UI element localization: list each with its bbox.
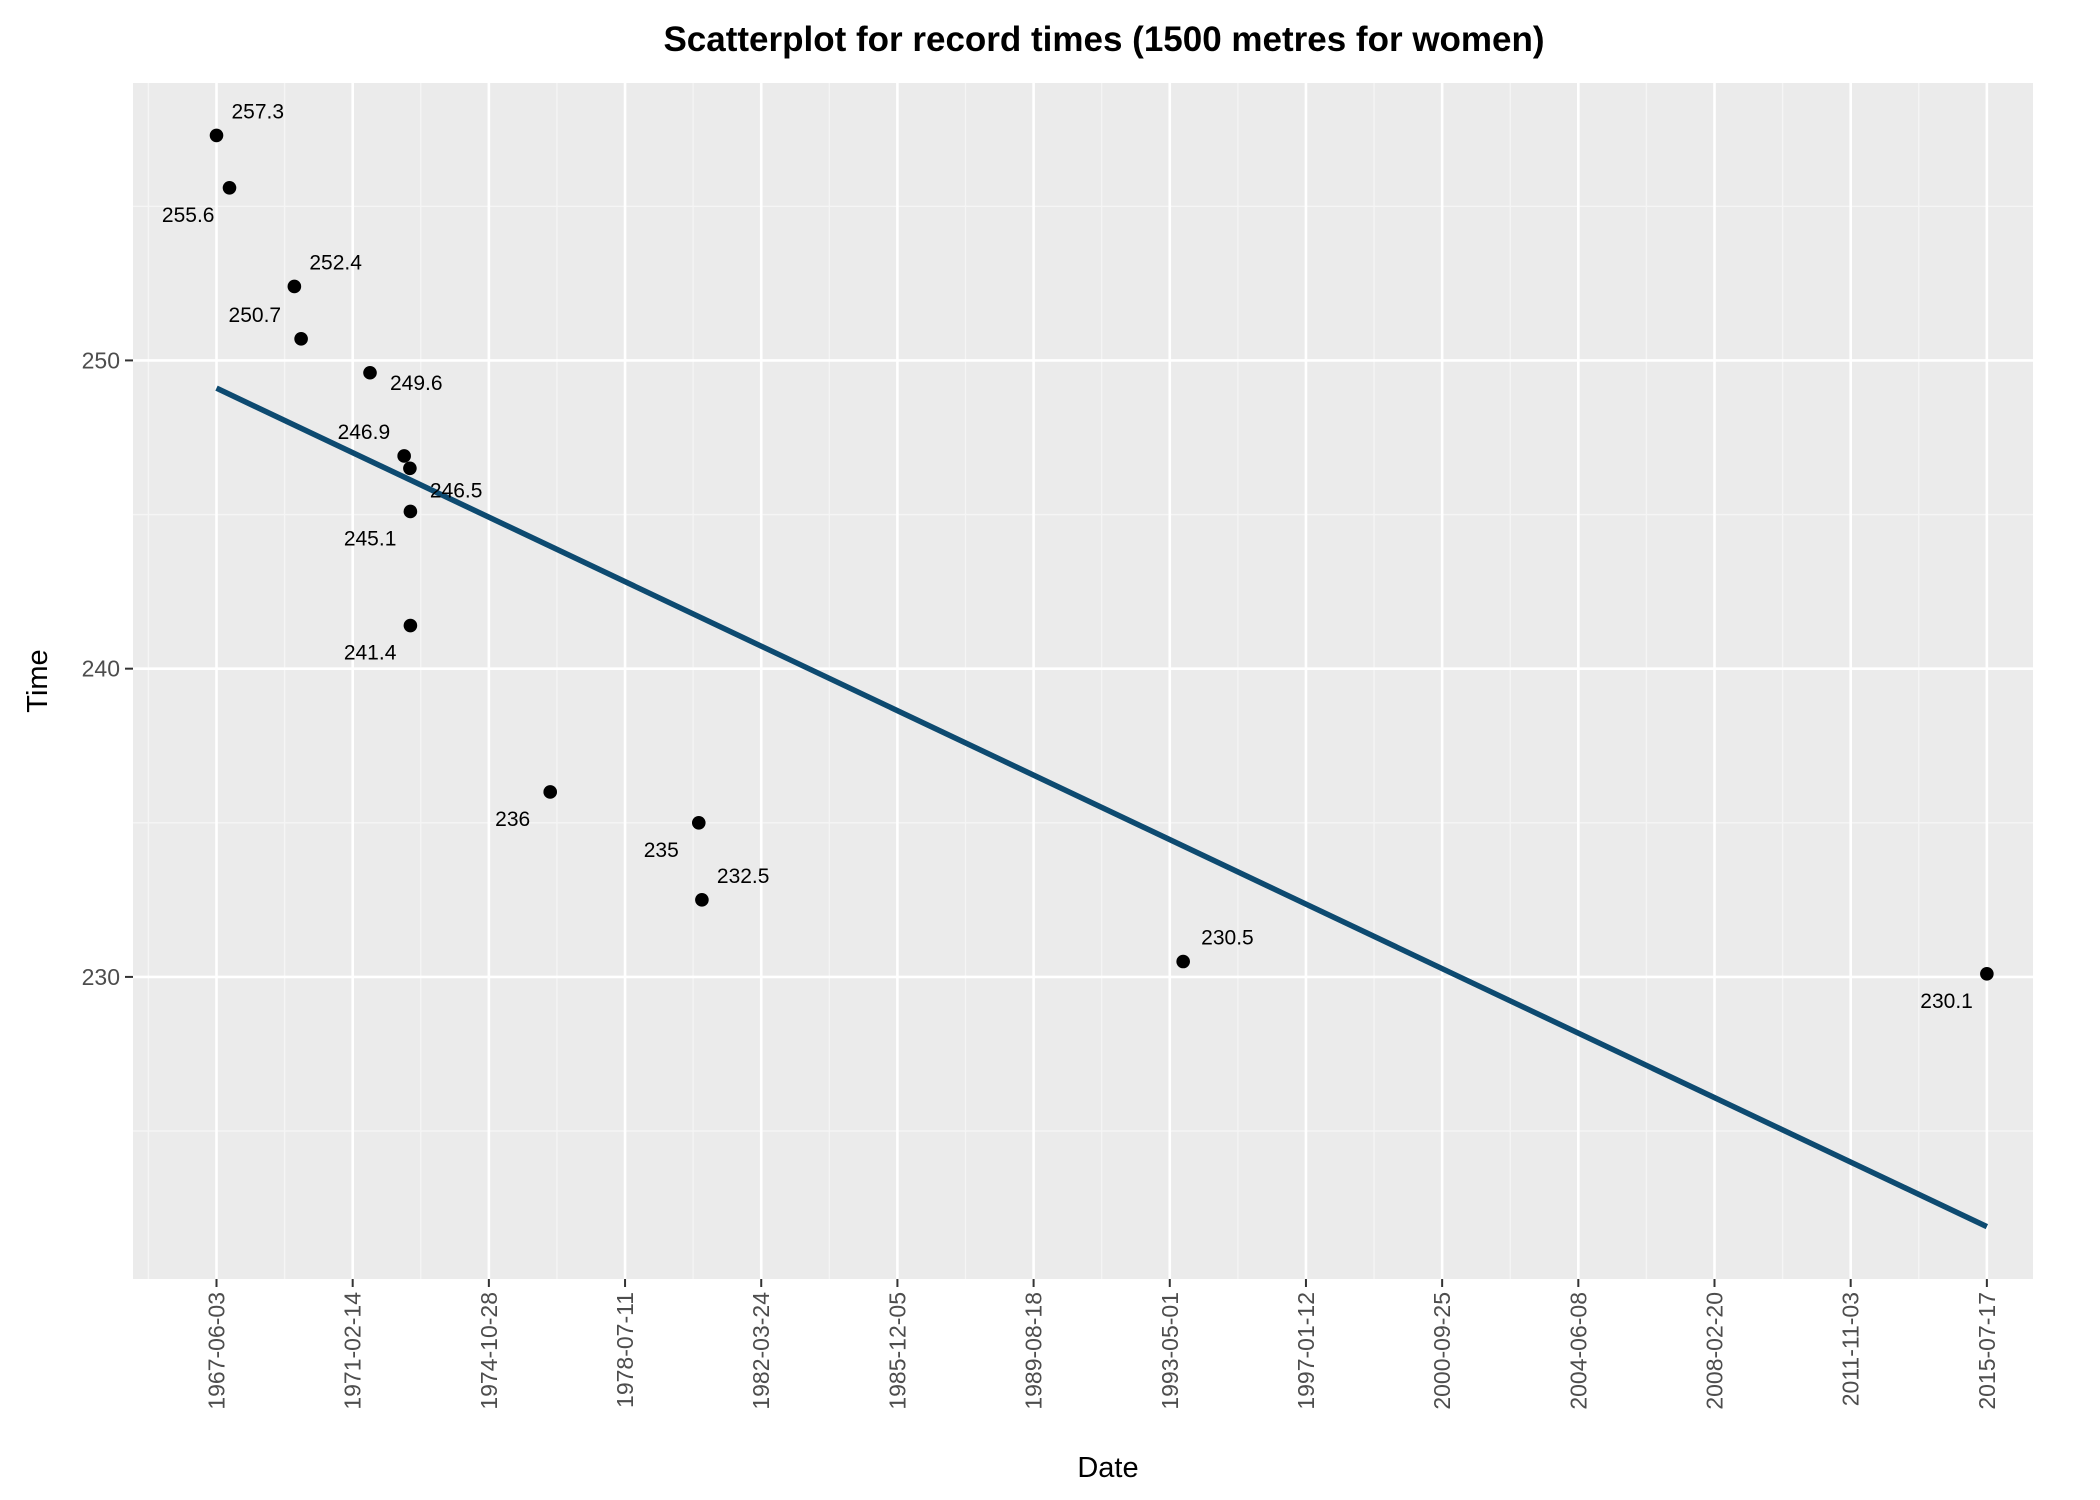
x-tick-label: 1971-02-14 [340,1292,366,1410]
x-tick-label: 1978-07-11 [612,1292,638,1408]
x-tick-label: 2015-07-17 [1974,1292,2000,1410]
minor-gridlines [133,83,2033,1279]
data-label: 249.6 [390,372,443,395]
x-tick-label: 1993-05-01 [1157,1292,1183,1410]
y-tick-label: 230 [82,964,120,990]
x-tick-label: 2004-06-08 [1565,1292,1591,1410]
data-label: 257.3 [232,100,285,123]
data-point [294,332,308,346]
chart-title: Scatterplot for record times (1500 metre… [663,20,1544,59]
x-tick-label: 2000-09-25 [1429,1292,1455,1410]
x-tick-label: 2008-02-20 [1702,1292,1728,1410]
x-tick-label: 2011-11-03 [1838,1292,1864,1406]
data-point [397,449,411,463]
data-point [543,785,558,799]
data-label: 245.1 [344,527,397,550]
y-tick-label: 250 [82,347,120,373]
data-point [363,365,377,380]
data-points [209,128,1994,981]
x-tick-label: 1967-06-03 [204,1292,230,1410]
data-point [695,893,709,907]
plot-background [133,83,2033,1279]
data-label: 252.4 [309,251,362,274]
data-point [1176,954,1190,969]
data-label: 241.4 [344,642,397,665]
data-label: 232.5 [717,865,770,888]
data-label: 236 [495,808,530,831]
data-label: 246.5 [430,479,483,502]
data-label: 230.5 [1201,927,1254,950]
data-point [691,815,706,830]
data-point [403,618,418,633]
data-point [1980,967,1994,981]
data-point [403,504,418,519]
data-label: 246.9 [338,421,391,444]
data-label: 230.1 [1920,990,1973,1013]
data-label: 255.6 [162,204,215,227]
x-axis-title: Date [1077,1452,1138,1484]
trend-line [215,385,1989,1230]
data-labels: 257.3 255.6 252.4 250.7 249.6 246.9 246.5 245.1… [162,100,1973,1012]
data-point [403,461,417,476]
y-tick-label: 240 [82,656,120,682]
x-axis: 1967-06-03 1971-02-14 1974-10-28 1978-07-11… [204,1279,2000,1410]
data-label: 235 [644,839,679,862]
x-tick-label: 1985-12-05 [884,1292,910,1410]
data-label: 250.7 [229,304,282,327]
major-gridlines [133,83,2033,1279]
data-point [209,128,224,143]
x-tick-label: 1974-10-28 [476,1292,502,1410]
x-tick-label: 1997-01-12 [1293,1292,1319,1410]
trend-line-group [215,385,1989,1230]
y-axis-title: Time [22,649,54,712]
data-point [287,279,302,294]
x-tick-label: 1989-08-18 [1021,1292,1047,1410]
x-tick-label: 1982-03-24 [748,1292,774,1410]
data-point [222,181,237,195]
y-axis: 230 240 250 [82,347,133,990]
